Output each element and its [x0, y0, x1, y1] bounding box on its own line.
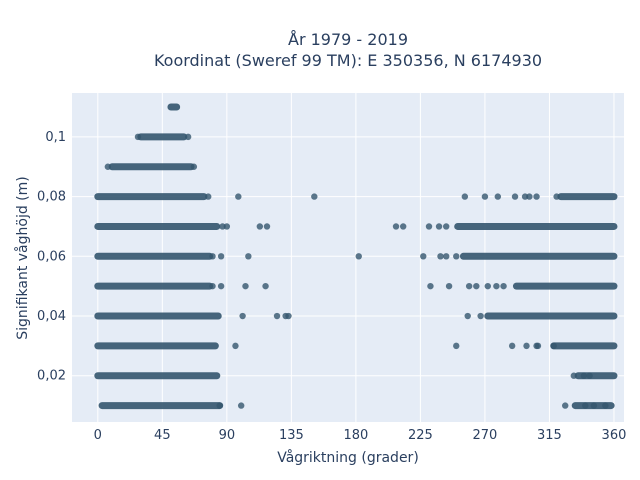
scatter-point [453, 342, 460, 350]
y-axis-ticks: 0,02 0,04 0,06 0,08 0,1 [37, 130, 66, 384]
scatter-point [445, 282, 453, 290]
scatter-point [209, 282, 216, 290]
scatter-point [427, 282, 434, 290]
scatter-point [273, 312, 281, 320]
scatter-point [263, 223, 271, 230]
scatter-point [134, 133, 142, 141]
scatter-point [533, 193, 540, 200]
scatter-point [205, 193, 212, 200]
scatter-point [400, 223, 407, 230]
scatter-point [435, 223, 443, 230]
scatter-point [392, 223, 400, 230]
x-tick-label: 0 [94, 428, 102, 443]
y-tick-label: 0,06 [37, 249, 66, 264]
scatter-point [580, 372, 588, 379]
scatter-point [235, 193, 242, 200]
scatter-point [355, 253, 362, 260]
scatter-point [311, 193, 318, 200]
chart-subtitle: Koordinat (Sweref 99 TM): E 350356, N 61… [154, 51, 542, 70]
scatter-point [526, 193, 533, 200]
x-axis-ticks: 0 45 90 135 180 225 270 315 360 [94, 428, 627, 443]
scatter-point [553, 193, 560, 200]
scatter-point [508, 342, 516, 350]
scatter-point [237, 402, 245, 409]
scatter-point [465, 282, 473, 290]
scatter-point [534, 342, 542, 350]
scatter-point [602, 402, 609, 409]
y-tick-label: 0,02 [37, 369, 66, 384]
scatter-point [262, 282, 269, 290]
scatter-point [484, 282, 491, 290]
scatter-point [586, 372, 593, 379]
scatter-point [570, 372, 578, 379]
scatter-point [494, 193, 502, 200]
scatter-point [425, 223, 433, 230]
scatter-point [239, 312, 246, 320]
scatter-point [500, 282, 507, 290]
y-tick-label: 0,04 [37, 309, 66, 324]
x-tick-label: 180 [343, 428, 368, 443]
scatter-point [104, 163, 112, 170]
scatter-point [245, 253, 252, 260]
scatter-point [256, 223, 264, 230]
x-tick-label: 90 [219, 428, 236, 443]
x-tick-label: 135 [279, 428, 304, 443]
x-tick-label: 315 [537, 428, 562, 443]
x-tick-label: 270 [473, 428, 498, 443]
scatter-point [493, 282, 500, 290]
scatter-point [481, 193, 489, 200]
scatter-point [473, 282, 480, 290]
x-tick-label: 45 [154, 428, 171, 443]
y-axis-title: Signifikant våghöjd (m) [14, 176, 31, 339]
scatter-point [511, 193, 519, 200]
y-tick-label: 0,1 [45, 130, 66, 145]
scatter-point [477, 312, 484, 320]
scatter-point [523, 342, 530, 350]
scatter-point [223, 223, 231, 230]
scatter-point [285, 312, 292, 320]
scatter-point [209, 253, 216, 260]
scatter-point [464, 312, 471, 320]
scatter-point [437, 253, 444, 260]
scatter-point [562, 402, 569, 409]
scatter-point [590, 402, 598, 409]
x-tick-label: 360 [602, 428, 627, 443]
chart-title: År 1979 - 2019 [288, 30, 408, 49]
scatter-point [190, 163, 198, 170]
scatter-points [94, 103, 618, 410]
scatter-point [184, 133, 192, 141]
scatter-point [582, 402, 589, 409]
scatter-point [232, 342, 239, 350]
y-tick-label: 0,08 [37, 190, 66, 205]
scatter-point [453, 253, 460, 260]
scatter-point [242, 282, 249, 290]
scatter-point [443, 223, 450, 230]
scatter-point [420, 253, 427, 260]
scatter-point [216, 402, 223, 409]
x-axis-title: Vågriktning (grader) [277, 449, 419, 466]
scatter-point [550, 342, 557, 350]
x-tick-label: 225 [408, 428, 433, 443]
scatter-point [217, 253, 225, 260]
scatter-point [461, 193, 469, 200]
scatter-point [443, 253, 450, 260]
scatter-point [217, 282, 225, 290]
